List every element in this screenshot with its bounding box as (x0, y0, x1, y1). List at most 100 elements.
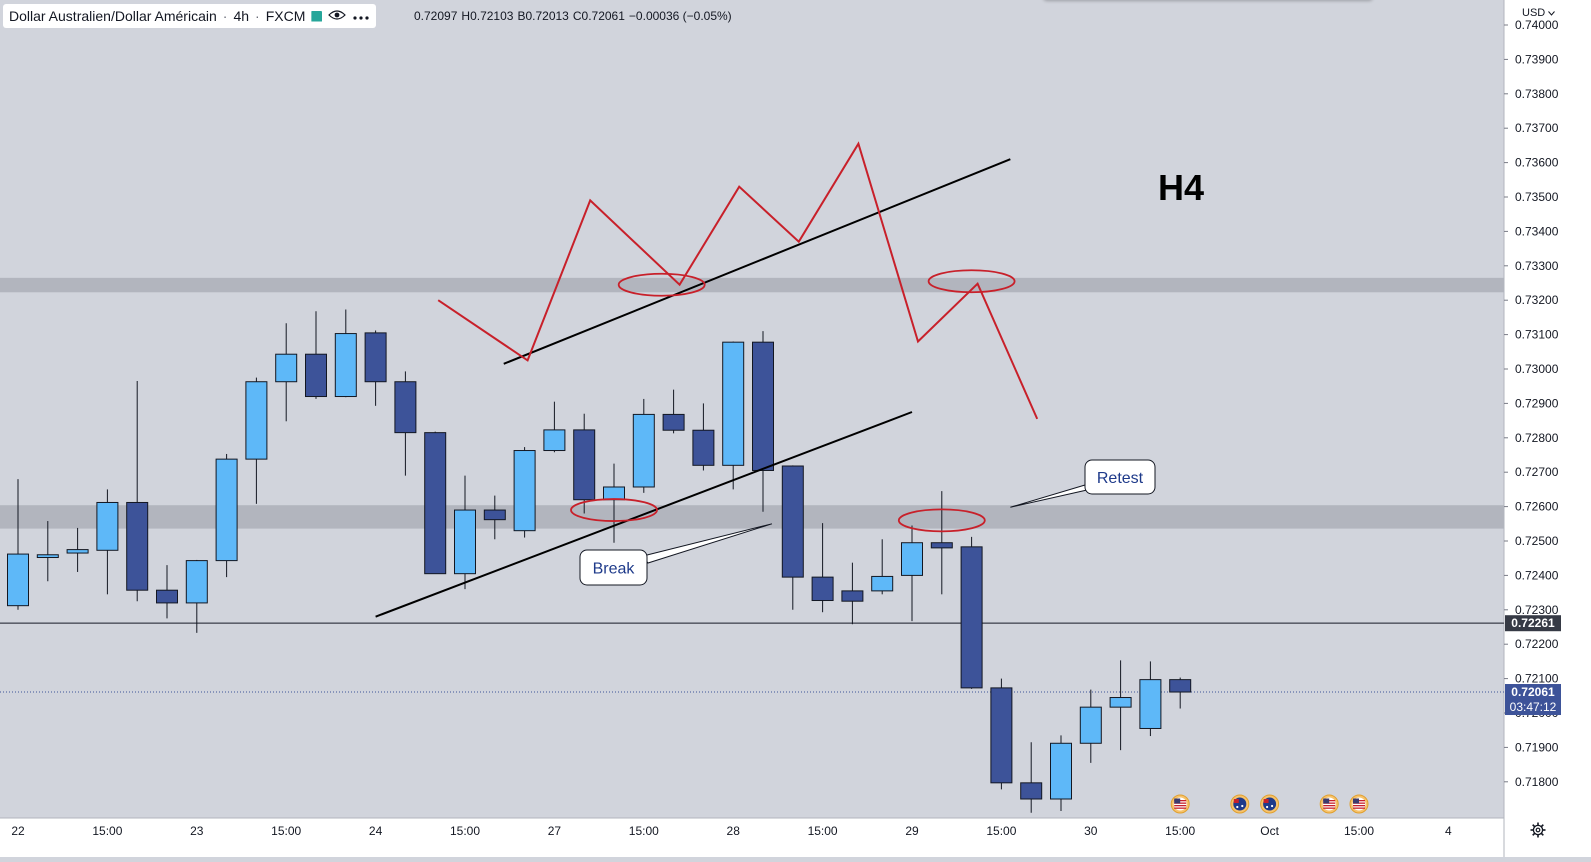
price-tick-label: 0.71800 (1515, 775, 1559, 789)
sr-zone[interactable] (0, 277, 1504, 293)
candle[interactable] (483, 495, 506, 540)
candle[interactable] (781, 465, 804, 610)
candle[interactable] (841, 562, 864, 625)
candle[interactable] (66, 527, 89, 572)
flag-star (1241, 804, 1244, 808)
price-tick-label: 0.72200 (1515, 637, 1559, 651)
highlight-ellipse[interactable] (897, 508, 986, 533)
ohlc-change-value: −0.00036 (−0.05%) (628, 9, 732, 23)
au-event-flag-icon[interactable] (1230, 794, 1250, 814)
currency-label[interactable]: USD (1522, 7, 1546, 19)
candle[interactable] (245, 377, 268, 504)
candle[interactable] (573, 413, 596, 514)
candle[interactable] (334, 309, 357, 398)
candle[interactable] (424, 431, 447, 575)
candle[interactable] (662, 389, 685, 434)
eye-icon[interactable] (328, 8, 347, 24)
candle-body (573, 429, 596, 501)
au-event-flag-icon[interactable] (1260, 794, 1280, 814)
trendline[interactable] (503, 158, 1011, 365)
highlight-ellipse[interactable] (570, 498, 658, 522)
time-tick-label: 15:00 (808, 824, 838, 838)
candle-body (811, 576, 834, 602)
price-tick-label: 0.73900 (1515, 52, 1559, 66)
settings-gear-icon[interactable] (1530, 822, 1546, 838)
ohlc-close-label: C (572, 9, 582, 23)
candle[interactable] (275, 323, 298, 422)
exchange-label: FXCM (265, 8, 306, 24)
candle[interactable] (7, 479, 29, 610)
candle[interactable] (36, 521, 59, 582)
candle-body (364, 332, 387, 383)
callout-retest[interactable]: Retest (1010, 459, 1156, 508)
candle[interactable] (1139, 661, 1162, 737)
time-tick-label: Oct (1260, 824, 1279, 838)
candle[interactable] (692, 403, 715, 471)
candle[interactable] (454, 475, 476, 590)
candle[interactable] (513, 447, 536, 538)
candle[interactable] (96, 489, 119, 595)
callout-break[interactable]: Break (579, 523, 773, 586)
candle[interactable] (990, 678, 1013, 790)
flag-canton (1174, 798, 1181, 804)
candle[interactable] (1020, 742, 1043, 813)
candle[interactable] (156, 565, 178, 619)
candle[interactable] (1169, 677, 1192, 709)
candle[interactable] (901, 525, 923, 622)
highlight-ellipse[interactable] (617, 272, 706, 297)
candle[interactable] (126, 381, 149, 602)
flag-stripe (1174, 807, 1187, 809)
candle[interactable] (722, 341, 745, 490)
candle[interactable] (1109, 660, 1132, 751)
time-tick-label: 30 (1084, 824, 1098, 838)
currency-selector[interactable]: USD (1522, 7, 1556, 19)
candle[interactable] (811, 523, 834, 613)
candle[interactable] (871, 539, 894, 595)
candle[interactable] (305, 311, 327, 399)
sr-zone[interactable] (0, 505, 1504, 529)
time-tick-label: 29 (905, 824, 919, 838)
more-dots-icon[interactable] (352, 8, 370, 24)
candle[interactable] (185, 559, 208, 633)
us-event-flag-icon[interactable] (1319, 794, 1339, 814)
time-tick-label: 24 (369, 824, 383, 838)
candle[interactable] (603, 463, 625, 543)
candle[interactable] (215, 453, 238, 578)
us-event-flag-icon[interactable] (1170, 794, 1190, 814)
trendline[interactable] (375, 411, 913, 618)
candle-body (752, 341, 774, 471)
candle-body (513, 450, 536, 532)
candle[interactable] (364, 330, 387, 406)
candle[interactable] (394, 371, 417, 476)
flag-stripe (1323, 805, 1336, 807)
time-tick-label: 15:00 (92, 824, 122, 838)
flag-canton (1323, 798, 1330, 804)
candle[interactable] (1050, 735, 1072, 812)
candle-body (692, 429, 715, 466)
us-event-flag-icon[interactable] (1349, 794, 1369, 814)
price-tick-label: 0.72700 (1515, 465, 1559, 479)
time-axis-panel[interactable] (0, 818, 1504, 857)
candle-body (394, 381, 417, 434)
candle[interactable] (543, 401, 566, 453)
price-tick-label: 0.73000 (1515, 362, 1559, 376)
chevron-down-icon[interactable] (1548, 7, 1556, 19)
candle-body (930, 542, 953, 549)
candle[interactable] (1079, 689, 1102, 763)
candle[interactable] (632, 398, 655, 493)
symbol-name[interactable]: Dollar Australien/Dollar Américain (9, 8, 217, 24)
bar-countdown-text: 03:47:12 (1510, 700, 1557, 714)
symbol-header[interactable]: Dollar Australien/Dollar Américain · 4h … (3, 4, 377, 28)
candle-body (960, 546, 983, 689)
candle[interactable] (752, 331, 774, 512)
candle[interactable] (960, 536, 983, 689)
candle-body (781, 465, 804, 578)
candle-body (603, 486, 625, 501)
highlight-ellipse[interactable] (927, 269, 1016, 294)
projection-path[interactable] (437, 141, 1039, 420)
interval-label[interactable]: 4h (233, 8, 250, 24)
candle[interactable] (930, 491, 953, 595)
chart-title: H4 (1158, 167, 1204, 208)
